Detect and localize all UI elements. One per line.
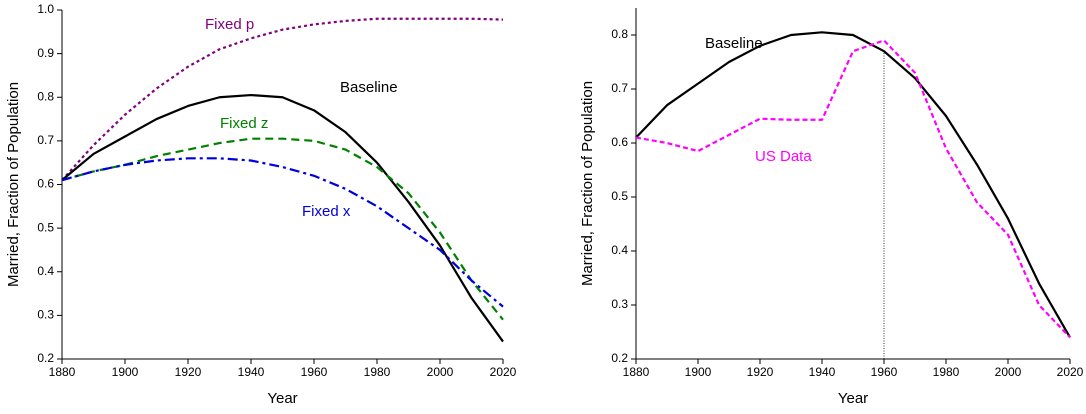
y-tick-label: 0.2	[611, 351, 628, 365]
y-tick-label: 0.2	[37, 351, 54, 365]
x-tick-label: 1980	[933, 365, 960, 379]
x-tick-label: 2020	[490, 365, 517, 379]
x-tick-label: 1880	[623, 365, 650, 379]
y-tick-label: 0.3	[611, 297, 628, 311]
series-line	[61, 17, 504, 181]
series-line	[635, 31, 1071, 338]
x-tick-label: 1940	[238, 365, 265, 379]
series-line	[61, 93, 504, 343]
x-tick-label: 1900	[112, 365, 139, 379]
series-line	[61, 137, 504, 321]
x-tick-label: 1880	[49, 365, 76, 379]
y-tick-label: 0.5	[37, 220, 54, 234]
x-tick-label: 1980	[364, 365, 391, 379]
series-label: Baseline	[340, 79, 398, 96]
y-tick-label: 0.8	[37, 89, 54, 103]
series-label: US Data	[755, 148, 812, 165]
y-tick-label: 0.5	[611, 189, 628, 203]
x-tick-label: 2000	[427, 365, 454, 379]
plot-frame	[62, 10, 503, 359]
series-label: Fixed p	[205, 16, 254, 33]
x-tick-label: 1900	[685, 365, 712, 379]
y-tick-label: 0.3	[37, 308, 54, 322]
series-line	[635, 39, 1071, 339]
x-tick-label: 1920	[175, 365, 202, 379]
x-tick-label: 2020	[1057, 365, 1084, 379]
x-tick-label: 1960	[301, 365, 328, 379]
x-tick-label: 1940	[809, 365, 836, 379]
y-tick-label: 0.9	[37, 46, 54, 60]
series-label: Baseline	[705, 35, 763, 52]
y-tick-label: 0.6	[37, 177, 54, 191]
x-tick-label: 1920	[747, 365, 774, 379]
x-tick-label: 1960	[871, 365, 898, 379]
y-tick-label: 1.0	[37, 2, 54, 16]
y-tick-label: 0.4	[611, 243, 628, 257]
series-line	[61, 157, 504, 308]
y-axis-title: Married, Fraction of Population	[579, 81, 596, 286]
plot-frame	[636, 8, 1070, 359]
y-tick-label: 0.7	[611, 81, 628, 95]
series-label: Fixed z	[220, 115, 268, 132]
y-axis-title: Married, Fraction of Population	[5, 82, 22, 287]
y-tick-label: 0.4	[37, 264, 54, 278]
y-tick-label: 0.8	[611, 27, 628, 41]
x-axis-title: Year	[267, 390, 297, 407]
y-tick-label: 0.7	[37, 133, 54, 147]
series-label: Fixed x	[302, 203, 351, 220]
x-tick-label: 2000	[995, 365, 1022, 379]
x-axis-title: Year	[838, 390, 868, 407]
y-tick-label: 0.6	[611, 135, 628, 149]
